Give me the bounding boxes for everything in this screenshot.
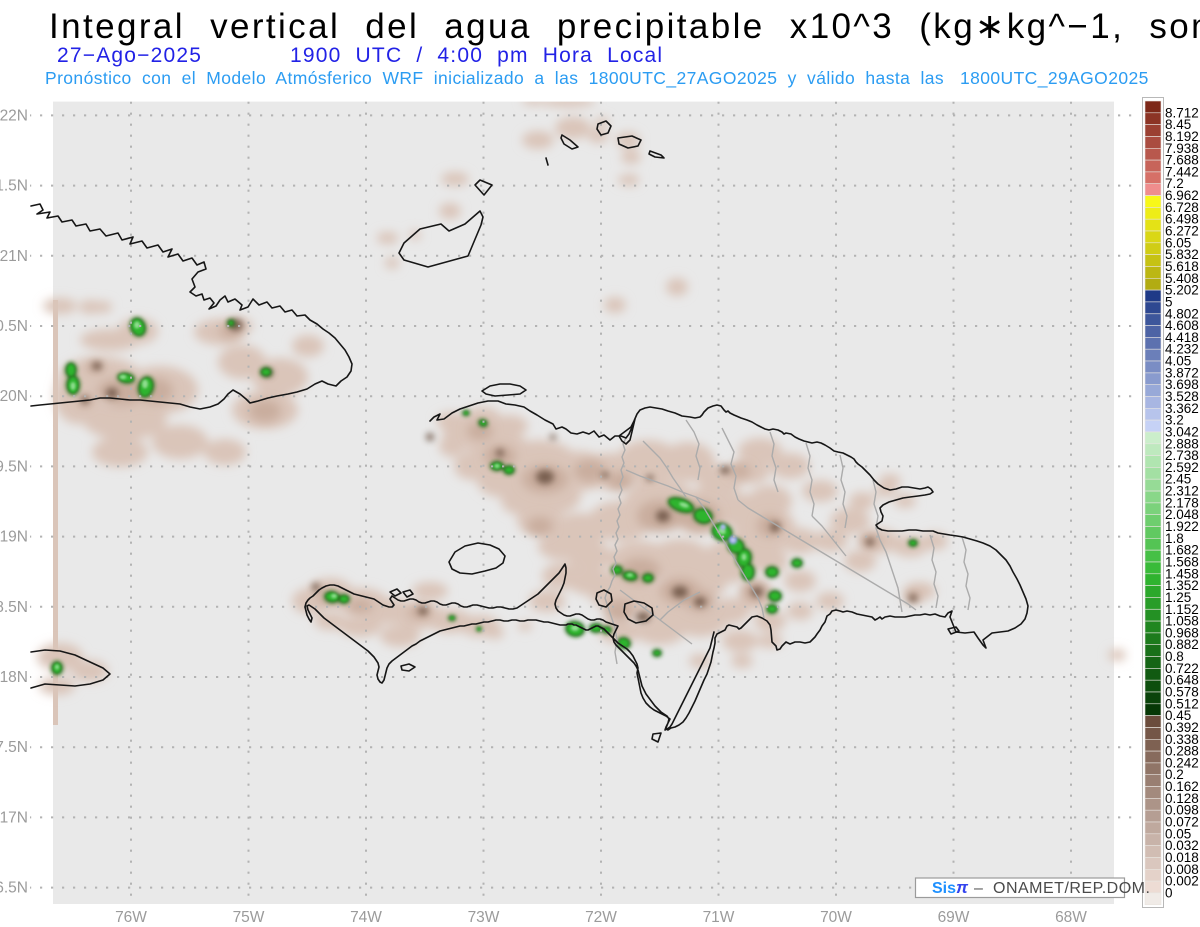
svg-text:0.288: 0.288 <box>1165 744 1199 759</box>
svg-text:6.962: 6.962 <box>1165 188 1199 203</box>
svg-text:0.162: 0.162 <box>1165 779 1199 794</box>
svg-text:68W: 68W <box>1055 909 1087 926</box>
svg-text:7.938: 7.938 <box>1165 141 1199 156</box>
svg-text:3.872: 3.872 <box>1165 365 1199 380</box>
svg-text:0.05: 0.05 <box>1165 826 1191 841</box>
svg-text:0.2: 0.2 <box>1165 767 1184 782</box>
svg-text:2.592: 2.592 <box>1165 460 1199 475</box>
svg-text:6.728: 6.728 <box>1165 200 1199 215</box>
svg-text:3.2: 3.2 <box>1165 413 1184 428</box>
svg-text:6.272: 6.272 <box>1165 224 1199 239</box>
svg-text:–: – <box>974 880 983 897</box>
svg-text:0.008: 0.008 <box>1165 862 1199 877</box>
svg-text:Sis: Sis <box>932 880 956 897</box>
svg-text:ONAMET/REP.DOM.: ONAMET/REP.DOM. <box>993 880 1150 897</box>
svg-text:1.568: 1.568 <box>1165 555 1199 570</box>
svg-text:2.45: 2.45 <box>1165 472 1191 487</box>
svg-text:0.45: 0.45 <box>1165 708 1191 723</box>
svg-text:1.5N: 1.5N <box>0 178 28 195</box>
svg-text:4.608: 4.608 <box>1165 318 1199 333</box>
svg-text:5: 5 <box>1165 294 1173 309</box>
svg-text:73W: 73W <box>468 909 500 926</box>
svg-text:5.408: 5.408 <box>1165 271 1199 286</box>
svg-text:2.738: 2.738 <box>1165 448 1199 463</box>
svg-text:0.8: 0.8 <box>1165 649 1184 664</box>
svg-text:0.002: 0.002 <box>1165 874 1199 889</box>
svg-text:7.5N: 7.5N <box>0 739 28 756</box>
svg-text:4.802: 4.802 <box>1165 306 1199 321</box>
svg-text:2.312: 2.312 <box>1165 484 1199 499</box>
svg-text:0.648: 0.648 <box>1165 673 1199 688</box>
svg-text:71W: 71W <box>703 909 735 926</box>
svg-text:74W: 74W <box>350 909 382 926</box>
svg-text:2.178: 2.178 <box>1165 495 1199 510</box>
svg-text:19N: 19N <box>0 529 28 546</box>
svg-text:0.242: 0.242 <box>1165 755 1199 770</box>
svg-text:21N: 21N <box>0 248 28 265</box>
svg-text:0.338: 0.338 <box>1165 732 1199 747</box>
svg-text:0.018: 0.018 <box>1165 850 1199 865</box>
svg-text:1.922: 1.922 <box>1165 519 1199 534</box>
svg-text:4.418: 4.418 <box>1165 330 1199 345</box>
svg-text:75W: 75W <box>233 909 265 926</box>
svg-text:0.032: 0.032 <box>1165 838 1199 853</box>
svg-text:1.152: 1.152 <box>1165 602 1199 617</box>
svg-text:0.722: 0.722 <box>1165 661 1199 676</box>
svg-text:0.578: 0.578 <box>1165 685 1199 700</box>
svg-text:4.05: 4.05 <box>1165 354 1191 369</box>
svg-text:22N: 22N <box>0 107 28 124</box>
svg-text:3.042: 3.042 <box>1165 425 1199 440</box>
svg-text:1.352: 1.352 <box>1165 578 1199 593</box>
svg-text:5.832: 5.832 <box>1165 247 1199 262</box>
svg-text:0.128: 0.128 <box>1165 791 1199 806</box>
svg-text:6.498: 6.498 <box>1165 212 1199 227</box>
svg-text:3.528: 3.528 <box>1165 389 1199 404</box>
svg-text:17N: 17N <box>0 809 28 826</box>
svg-text:4.232: 4.232 <box>1165 342 1199 357</box>
svg-text:9.5N: 9.5N <box>0 458 28 475</box>
svg-text:1.25: 1.25 <box>1165 590 1191 605</box>
svg-text:1.058: 1.058 <box>1165 614 1199 629</box>
svg-text:6.5N: 6.5N <box>0 880 28 897</box>
svg-text:0: 0 <box>1165 885 1173 900</box>
svg-text:3.698: 3.698 <box>1165 377 1199 392</box>
svg-text:6.05: 6.05 <box>1165 235 1191 250</box>
svg-text:1.458: 1.458 <box>1165 566 1199 581</box>
svg-text:72W: 72W <box>585 909 617 926</box>
svg-text:7.442: 7.442 <box>1165 164 1199 179</box>
svg-text:2.048: 2.048 <box>1165 507 1199 522</box>
svg-text:0.968: 0.968 <box>1165 625 1199 640</box>
svg-text:2.888: 2.888 <box>1165 436 1199 451</box>
svg-text:5.202: 5.202 <box>1165 283 1199 298</box>
svg-text:20N: 20N <box>0 388 28 405</box>
svg-text:0.882: 0.882 <box>1165 637 1199 652</box>
svg-text:0.392: 0.392 <box>1165 720 1199 735</box>
svg-text:0.098: 0.098 <box>1165 803 1199 818</box>
svg-text:5.618: 5.618 <box>1165 259 1199 274</box>
svg-text:70W: 70W <box>820 909 852 926</box>
svg-text:8.192: 8.192 <box>1165 129 1199 144</box>
svg-text:1.682: 1.682 <box>1165 543 1199 558</box>
svg-text:π: π <box>956 878 969 897</box>
svg-text:1.8: 1.8 <box>1165 531 1184 546</box>
svg-text:0.5N: 0.5N <box>0 318 28 335</box>
svg-text:69W: 69W <box>938 909 970 926</box>
svg-text:7.2: 7.2 <box>1165 176 1184 191</box>
svg-text:76W: 76W <box>115 909 147 926</box>
svg-text:0.072: 0.072 <box>1165 815 1199 830</box>
svg-text:7.688: 7.688 <box>1165 153 1199 168</box>
svg-text:0.512: 0.512 <box>1165 696 1199 711</box>
svg-text:8.712: 8.712 <box>1165 105 1199 120</box>
svg-text:8.5N: 8.5N <box>0 599 28 616</box>
svg-text:8.45: 8.45 <box>1165 117 1191 132</box>
svg-text:3.362: 3.362 <box>1165 401 1199 416</box>
svg-text:18N: 18N <box>0 669 28 686</box>
